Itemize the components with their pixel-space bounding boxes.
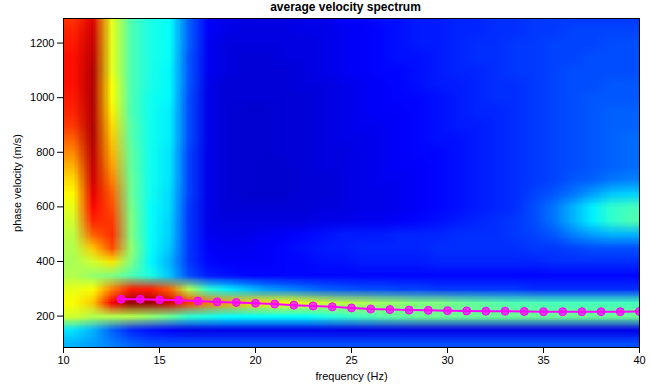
html-text:average velocity spectrum: average velocity spectrum	[270, 0, 421, 14]
svg-text:10: 10	[57, 354, 69, 366]
svg-text:20: 20	[249, 354, 261, 366]
svg-text:1200: 1200	[30, 37, 54, 49]
svg-text:phase velocity (m/s): phase velocity (m/s)	[11, 134, 23, 232]
svg-text:200: 200	[36, 310, 54, 322]
svg-text:1000: 1000	[30, 91, 54, 103]
svg-text:600: 600	[36, 200, 54, 212]
svg-text:frequency (Hz): frequency (Hz)	[315, 370, 387, 382]
svg-text:15: 15	[153, 354, 165, 366]
svg-text:400: 400	[36, 255, 54, 267]
svg-text:25: 25	[345, 354, 357, 366]
svg-text:40: 40	[633, 354, 645, 366]
svg-text:30: 30	[441, 354, 453, 366]
svg-text:800: 800	[36, 146, 54, 158]
svg-text:35: 35	[537, 354, 549, 366]
